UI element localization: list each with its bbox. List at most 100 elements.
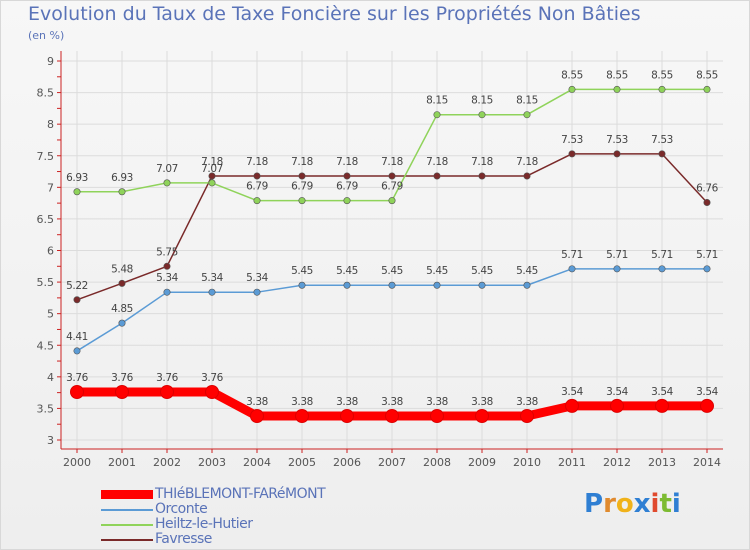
data-point xyxy=(433,281,441,289)
x-tick-label: 2014 xyxy=(693,456,721,469)
data-point xyxy=(433,172,441,180)
data-label: 5.71 xyxy=(651,249,673,261)
data-label: 3.76 xyxy=(66,372,88,384)
data-point xyxy=(478,111,486,119)
data-point xyxy=(520,408,534,423)
logo-letter: i xyxy=(671,489,681,519)
data-point xyxy=(703,198,711,206)
data-label: 8.55 xyxy=(696,69,718,81)
data-label: 5.45 xyxy=(426,265,448,277)
data-label: 5.22 xyxy=(66,280,88,292)
chart-unit-label: (en %) xyxy=(28,29,65,42)
x-tick-label: 2004 xyxy=(243,456,271,469)
x-tick-label: 2013 xyxy=(648,456,676,469)
data-label: 3.38 xyxy=(471,396,493,408)
data-label: 7.53 xyxy=(606,134,628,146)
data-label: 8.55 xyxy=(561,69,583,81)
data-point xyxy=(703,265,711,273)
logo-letter: i xyxy=(650,489,660,519)
data-label: 3.38 xyxy=(516,396,538,408)
data-point xyxy=(298,281,306,289)
data-label: 3.54 xyxy=(696,386,718,398)
data-label: 3.76 xyxy=(111,372,133,384)
data-point xyxy=(253,288,261,296)
data-point xyxy=(523,172,531,180)
data-label: 8.15 xyxy=(426,95,448,107)
data-point xyxy=(340,408,354,423)
data-point xyxy=(613,150,621,158)
logo-letter: r xyxy=(603,489,616,519)
data-label: 6.93 xyxy=(66,172,88,184)
data-point xyxy=(568,150,576,158)
data-label: 6.79 xyxy=(246,181,268,193)
legend-label: Orconte xyxy=(155,501,208,517)
data-label: 3.38 xyxy=(336,396,358,408)
data-label: 5.75 xyxy=(156,246,178,258)
data-point xyxy=(250,408,264,423)
data-point xyxy=(298,172,306,180)
data-label: 7.18 xyxy=(381,156,403,168)
y-tick-label: 5 xyxy=(47,308,54,321)
y-tick-label: 7.5 xyxy=(37,150,55,163)
data-point xyxy=(298,197,306,205)
y-tick-label: 8.5 xyxy=(37,87,55,100)
x-tick-label: 2001 xyxy=(108,456,136,469)
legend-label: THIéBLEMONT-FARéMONT xyxy=(155,486,326,502)
legend-swatch xyxy=(101,523,153,526)
series-layer xyxy=(70,85,714,423)
x-tick-label: 2002 xyxy=(153,456,181,469)
data-point xyxy=(658,85,666,93)
data-label: 5.71 xyxy=(696,249,718,261)
y-tick-label: 5.5 xyxy=(37,276,55,289)
legend-label: Heiltz-le-Hutier xyxy=(155,516,253,532)
logo-letter: P xyxy=(584,489,604,519)
data-point xyxy=(160,384,174,399)
data-point xyxy=(388,197,396,205)
data-label: 5.45 xyxy=(381,265,403,277)
y-tick-label: 3 xyxy=(47,434,54,447)
legend-label: Favresse xyxy=(155,531,212,547)
data-point xyxy=(343,281,351,289)
data-point xyxy=(478,281,486,289)
data-point xyxy=(388,281,396,289)
data-label: 7.18 xyxy=(291,156,313,168)
y-tick-label: 4 xyxy=(47,371,54,384)
data-point xyxy=(700,398,714,413)
data-label: 8.55 xyxy=(606,69,628,81)
data-label: 5.34 xyxy=(201,272,223,284)
data-label: 7.18 xyxy=(246,156,268,168)
data-label: 7.18 xyxy=(426,156,448,168)
legend-swatch xyxy=(101,538,153,541)
data-label: 5.34 xyxy=(156,272,178,284)
data-label: 7.07 xyxy=(201,163,223,175)
data-label: 6.93 xyxy=(111,172,133,184)
data-point xyxy=(523,281,531,289)
data-label: 6.79 xyxy=(336,181,358,193)
data-label: 6.76 xyxy=(696,182,718,194)
data-point xyxy=(118,188,126,196)
data-point xyxy=(73,347,81,355)
x-tick-label: 2011 xyxy=(558,456,586,469)
y-tick-label: 6 xyxy=(47,245,54,258)
x-tick-label: 2000 xyxy=(63,456,91,469)
data-point xyxy=(610,398,624,413)
x-tick-label: 2007 xyxy=(378,456,406,469)
data-label: 7.53 xyxy=(561,134,583,146)
legend-swatch xyxy=(101,490,153,499)
data-point xyxy=(73,188,81,196)
data-label: 3.76 xyxy=(201,372,223,384)
data-point xyxy=(343,172,351,180)
data-point xyxy=(430,408,444,423)
legend-item: Heiltz-le-Hutier xyxy=(101,517,325,532)
data-point xyxy=(163,179,171,187)
data-label: 6.79 xyxy=(381,181,403,193)
data-label: 3.54 xyxy=(561,386,583,398)
x-tick-label: 2012 xyxy=(603,456,631,469)
legend-item: Favresse xyxy=(101,532,325,547)
data-point xyxy=(118,279,126,287)
data-label: 7.07 xyxy=(156,163,178,175)
chart-title: Evolution du Taux de Taxe Foncière sur l… xyxy=(28,3,641,25)
data-point xyxy=(208,172,216,180)
